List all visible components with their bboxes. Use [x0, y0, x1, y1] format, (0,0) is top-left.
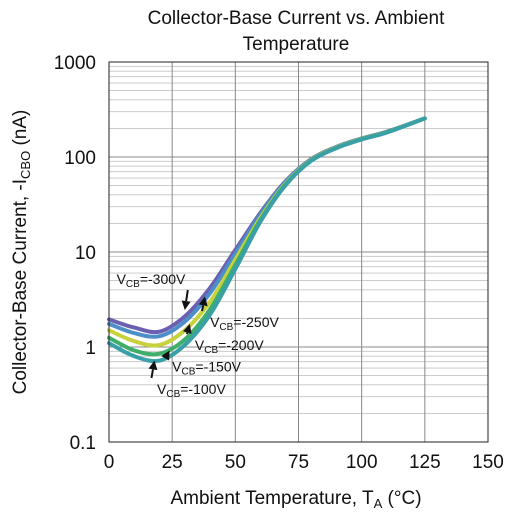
annotation-label-1: VCB=-300V [117, 271, 186, 290]
y-axis-label: Collector-Base Current, -ICBO (nA) [10, 110, 33, 395]
annotation-arrowhead-1 [181, 300, 191, 311]
plot-frame [108, 61, 489, 443]
chart-title-line-1: Collector-Base Current vs. Ambient [148, 8, 445, 29]
x-tick-label: 150 [472, 452, 504, 473]
x-tick-labels: 0 25 50 75 100 125 150 [104, 452, 504, 473]
annotation-label-5: VCB=-100V [157, 381, 226, 400]
annotation-arrow-5 [150, 369, 154, 379]
y-tick-labels: 0.1 1 10 100 1000 [54, 53, 96, 454]
series-line-3 [107, 116, 427, 348]
annotations: VCB=-300V VCB=-250V VCB=-200V VCB=-150V VCB=… [117, 271, 280, 400]
annotation-label-4: VCB=-150V [172, 359, 241, 378]
x-tick-label: 25 [162, 452, 183, 473]
x-tick-label: 0 [104, 452, 115, 473]
series-line-1 [107, 116, 427, 335]
x-tick-label: 125 [409, 452, 441, 473]
annotation-arrow-2 [201, 305, 205, 312]
annotation-label-3: VCB=-200V [195, 337, 264, 356]
y-tick-label: 0.1 [70, 433, 96, 454]
chart-title-line-2: Temperature [243, 34, 350, 55]
annotation-arrowhead-3 [182, 323, 192, 334]
y-tick-label: 1 [85, 338, 96, 359]
annotation-arrow-1 [185, 289, 189, 302]
y-tick-label: 100 [64, 148, 96, 169]
x-axis-label: Ambient Temperature, TA (°C) [170, 488, 421, 511]
series-line-5 [107, 116, 427, 364]
chart-title: Collector-Base Current vs. Ambient Tempe… [148, 8, 445, 55]
annotation-arrowhead-2 [198, 296, 208, 307]
series-line-2 [107, 116, 427, 339]
annotation-arrowhead-4 [161, 350, 170, 361]
x-tick-label: 100 [346, 452, 378, 473]
series-group [107, 116, 427, 364]
x-tick-label: 75 [288, 452, 309, 473]
y-tick-label: 10 [75, 243, 96, 264]
x-tick-label: 50 [225, 452, 246, 473]
annotation-arrowhead-5 [148, 360, 158, 371]
annotation-label-2: VCB=-250V [210, 314, 279, 333]
y-tick-label: 1000 [54, 53, 96, 74]
